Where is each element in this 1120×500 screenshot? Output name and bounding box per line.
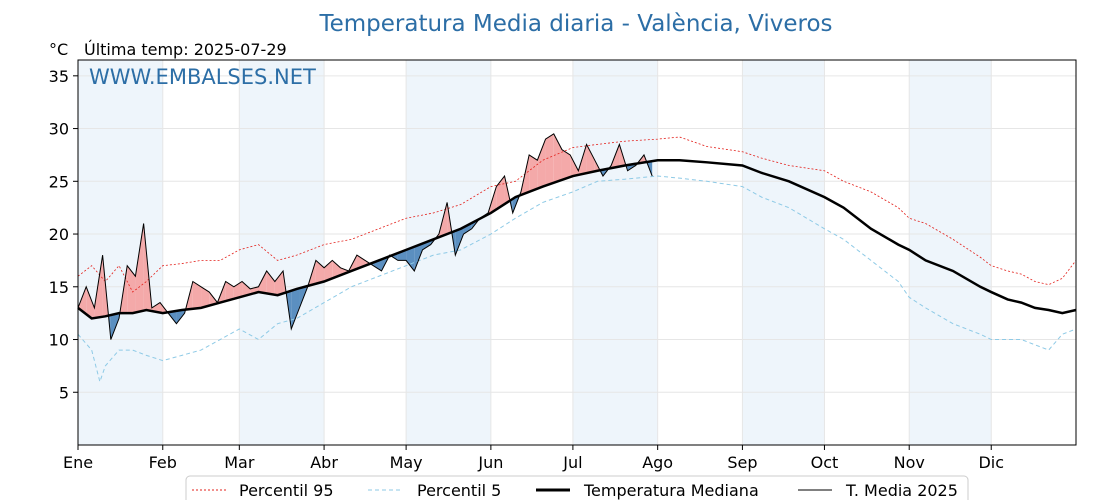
plot-frame bbox=[77, 59, 1077, 446]
legend-label-current: T. Media 2025 bbox=[845, 481, 958, 500]
fill-above-median bbox=[201, 286, 210, 308]
series-line-median bbox=[77, 158, 1077, 320]
x-tick-label: Jun bbox=[477, 453, 503, 472]
fill-above-median bbox=[586, 144, 595, 174]
month-shade bbox=[572, 60, 658, 445]
fill-above-median bbox=[258, 270, 267, 294]
month-shade bbox=[742, 60, 825, 445]
x-tick-label: Jul bbox=[562, 453, 582, 472]
month-shading bbox=[78, 60, 992, 445]
y-tick-label: 30 bbox=[49, 120, 69, 139]
series-line-current bbox=[77, 133, 653, 340]
series-line-p5 bbox=[77, 175, 1077, 384]
fill-above-median bbox=[78, 286, 87, 315]
y-axis: 5 10 15 20 25 30 35 bbox=[49, 67, 78, 402]
legend-label-median: Temperatura Mediana bbox=[583, 481, 759, 500]
unit-label: °C bbox=[49, 40, 68, 59]
fill-above-median bbox=[570, 154, 579, 177]
x-tick-label: Oct bbox=[811, 453, 839, 472]
fill-above-median bbox=[274, 270, 284, 295]
month-shade bbox=[909, 60, 992, 445]
fill-above-median bbox=[225, 281, 234, 302]
fill-above-median bbox=[537, 139, 546, 189]
fill-above-median bbox=[242, 281, 251, 297]
month-shade bbox=[239, 60, 325, 445]
legend-label-p95: Percentil 95 bbox=[239, 481, 334, 500]
fill-below-median bbox=[414, 243, 423, 271]
series-line-p95 bbox=[77, 136, 1077, 293]
fill-above-median bbox=[332, 260, 341, 279]
legend-label-p5: Percentil 5 bbox=[417, 481, 501, 500]
x-tick-label: May bbox=[390, 453, 423, 472]
y-tick-label: 20 bbox=[49, 225, 69, 244]
x-tick-label: Ago bbox=[642, 453, 673, 472]
fill-above-median bbox=[324, 260, 333, 282]
fill-above-median bbox=[266, 270, 275, 295]
y-tick-label: 10 bbox=[49, 331, 69, 350]
x-tick-label: Abr bbox=[310, 453, 338, 472]
x-tick-label: Mar bbox=[224, 453, 255, 472]
legend: Percentil 95 Percentil 5 Temperatura Med… bbox=[185, 475, 969, 500]
y-tick-label: 15 bbox=[49, 278, 69, 297]
x-tick-label: Feb bbox=[149, 453, 177, 472]
x-tick-label: Nov bbox=[894, 453, 925, 472]
fill-above-median bbox=[529, 154, 538, 192]
last-temp-subtitle: Última temp: 2025-07-29 bbox=[84, 40, 287, 59]
fill-below-median bbox=[291, 288, 300, 329]
fill-below-median bbox=[176, 309, 185, 324]
chart-title: Temperatura Media diaria - València, Viv… bbox=[318, 11, 832, 37]
legend-box bbox=[185, 475, 969, 500]
fill-below-median bbox=[455, 227, 464, 256]
x-tick-label: Sep bbox=[727, 453, 757, 472]
fill-above-median bbox=[135, 223, 144, 313]
fill-above-median bbox=[192, 281, 202, 309]
y-tick-label: 35 bbox=[49, 67, 69, 86]
month-shade bbox=[78, 60, 163, 445]
fill-below-median bbox=[463, 223, 472, 235]
x-axis: Ene Feb Mar Abr May Jun Jul Ago Sep Oct Nov Dic bbox=[63, 445, 1004, 472]
y-tick-label: 25 bbox=[49, 172, 69, 191]
watermark: WWW.EMBALSES.NET bbox=[89, 65, 316, 89]
y-tick-label: 5 bbox=[59, 383, 69, 402]
fill-above-median bbox=[561, 149, 571, 180]
fill-above-median bbox=[545, 133, 554, 186]
series-lines bbox=[77, 133, 1077, 384]
fill-above-median bbox=[151, 302, 161, 313]
fill-above-median bbox=[86, 286, 95, 319]
x-tick-label: Ene bbox=[63, 453, 93, 472]
x-tick-label: Dic bbox=[978, 453, 1004, 472]
fill-below-median bbox=[406, 246, 415, 271]
